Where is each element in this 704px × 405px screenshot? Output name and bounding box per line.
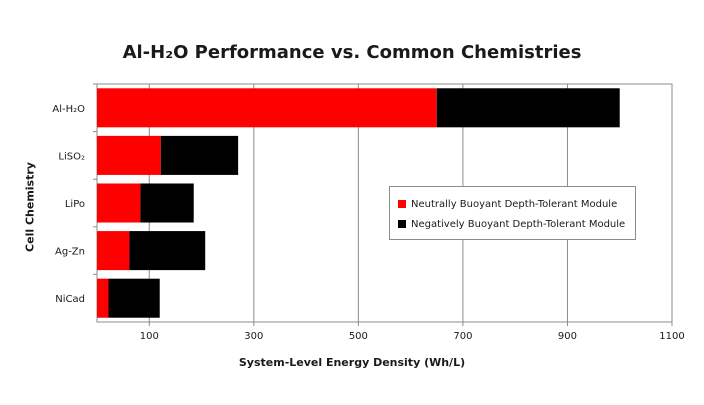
y-axis-label: Cell Chemistry [23,162,37,252]
x-tick-label: 1100 [659,331,684,342]
bar-negative-3 [129,231,206,271]
bar-neutral-4 [97,278,109,318]
y-category-label: LiSO₂ [58,151,85,162]
bar-neutral-0 [97,88,437,128]
x-tick-label: 500 [349,331,368,342]
x-tick-label: 300 [244,331,263,342]
y-category-label: NiCad [55,294,85,305]
y-category-label: LiPo [65,199,85,210]
legend: Neutrally Buoyant Depth-Tolerant Module … [389,186,636,240]
bar-negative-0 [436,88,620,128]
x-axis-label: System-Level Energy Density (Wh/L) [238,356,466,369]
legend-swatch-neutral [398,200,406,208]
x-tick-label: 900 [558,331,577,342]
y-category-label: Ag-Zn [55,247,85,258]
x-tick-label: 100 [140,331,159,342]
bar-neutral-1 [97,135,161,175]
bar-negative-4 [108,278,160,318]
legend-swatch-negative [398,220,406,228]
chart-title: Al-H₂O Performance vs. Common Chemistrie… [122,42,582,63]
y-category-label: Al-H₂O [52,104,85,115]
legend-item-neutral: Neutrally Buoyant Depth-Tolerant Module [398,194,627,214]
x-tick-label: 700 [453,331,472,342]
bar-neutral-2 [97,183,141,223]
legend-item-negative: Negatively Buoyant Depth-Tolerant Module [398,214,627,234]
bar-neutral-3 [97,231,130,271]
legend-label-neutral: Neutrally Buoyant Depth-Tolerant Module [411,198,618,210]
bar-negative-2 [140,183,194,223]
bar-negative-1 [160,135,239,175]
legend-label-negative: Negatively Buoyant Depth-Tolerant Module [411,218,626,230]
